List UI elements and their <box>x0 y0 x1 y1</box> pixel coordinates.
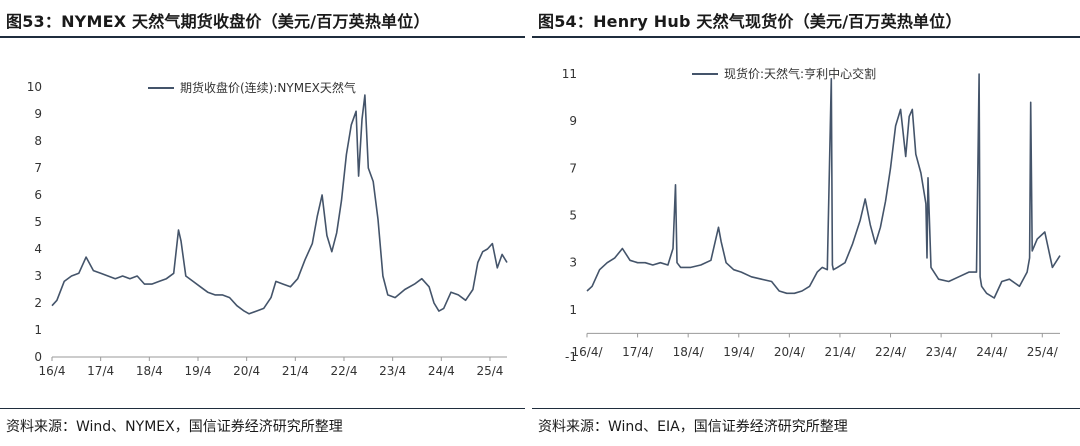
y-tick-label: -1 <box>565 350 577 364</box>
y-tick-label: 10 <box>27 80 42 94</box>
y-tick-label: 9 <box>569 114 577 128</box>
figure-53-panel: 图53：NYMEX 天然气期货收盘价（美元/百万英热单位） 0 1 2 3 4 5 6 7 8 9… <box>0 0 525 446</box>
x-tick-label: 24/4/ <box>976 345 1008 359</box>
x-tick-label: 18/4 <box>136 364 163 378</box>
x-tick-label: 18/4/ <box>673 345 705 359</box>
x-tick-label: 24/4 <box>428 364 455 378</box>
y-tick-label: 5 <box>34 215 42 229</box>
x-tick-label: 25/4/ <box>1027 345 1059 359</box>
x-tick-label: 17/4/ <box>622 345 654 359</box>
x-tick-label: 19/4 <box>185 364 212 378</box>
y-tick-label: 0 <box>34 350 42 364</box>
x-tick-label: 16/4 <box>39 364 66 378</box>
y-tick-label: 9 <box>34 107 42 121</box>
title-rule <box>0 36 525 38</box>
y-tick-label: 2 <box>34 296 42 310</box>
x-tick-label: 23/4 <box>379 364 406 378</box>
y-tick-label: 7 <box>569 161 577 175</box>
henry-hub-spot-chart: -1 1 3 5 7 9 11 16/4/17/4/18/4/19/4/20/4/21/4/2… <box>562 66 1061 364</box>
figure-54-panel: 图54：Henry Hub 天然气现货价（美元/百万英热单位） -1 1 3 5 7 9 1… <box>532 0 1080 446</box>
legend-label: 现货价:天然气:亨利中心交割 <box>724 66 876 81</box>
footer-rule <box>0 408 525 409</box>
title-rule <box>532 36 1080 38</box>
x-tick-label: 16/4/ <box>572 345 604 359</box>
y-tick-label: 6 <box>34 188 42 202</box>
series-line <box>586 73 1061 299</box>
x-tick-label: 22/4 <box>331 364 358 378</box>
y-tick-label: 7 <box>34 161 42 175</box>
x-tick-label: 21/4 <box>282 364 309 378</box>
y-tick-label: 1 <box>34 323 42 337</box>
footer-rule <box>532 408 1080 409</box>
y-tick-label: 4 <box>34 242 42 256</box>
x-tick-label: 25/4 <box>476 364 503 378</box>
figure-54-title: 图54：Henry Hub 天然气现货价（美元/百万英热单位） <box>538 12 962 31</box>
x-tick-label: 17/4 <box>87 364 114 378</box>
nymex-futures-chart: 0 1 2 3 4 5 6 7 8 9 10 16/4 17/4 18/4 19/4 20/4 21/4 22/4… <box>27 80 508 378</box>
x-tick-label: 23/4/ <box>926 345 958 359</box>
legend-label: 期货收盘价(连续):NYMEX天然气 <box>180 80 356 95</box>
figure-54-source: 资料来源：Wind、EIA，国信证券经济研究所整理 <box>538 419 848 435</box>
x-tick-label: 20/4 <box>233 364 260 378</box>
figure-53-title: 图53：NYMEX 天然气期货收盘价（美元/百万英热单位） <box>6 12 430 31</box>
y-tick-label: 3 <box>569 256 577 270</box>
y-tick-label: 5 <box>569 209 577 223</box>
series-line <box>51 94 508 315</box>
y-tick-label: 1 <box>569 303 577 317</box>
x-tick-label: 19/4/ <box>723 345 755 359</box>
y-tick-label: 3 <box>34 269 42 283</box>
figure-53-source: 资料来源：Wind、NYMEX，国信证券经济研究所整理 <box>6 419 343 435</box>
x-tick-label: 20/4/ <box>774 345 806 359</box>
y-tick-label: 11 <box>562 67 577 81</box>
x-tick-label: 21/4/ <box>824 345 856 359</box>
x-tick-label: 22/4/ <box>875 345 907 359</box>
y-tick-label: 8 <box>34 134 42 148</box>
